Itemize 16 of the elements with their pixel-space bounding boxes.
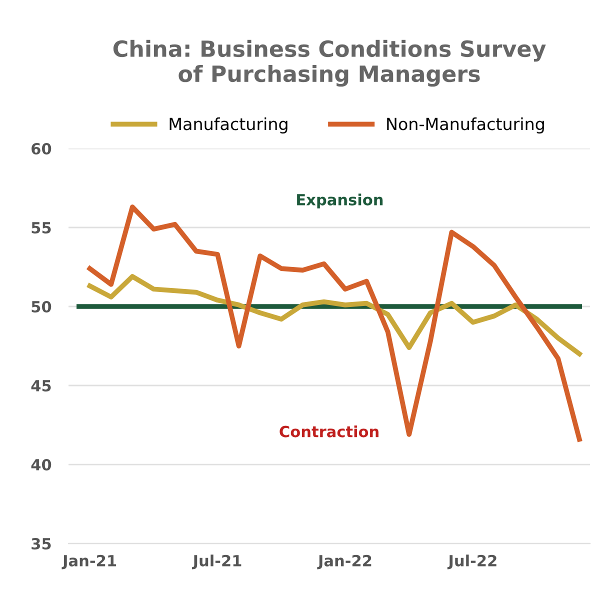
line-series [87, 274, 582, 356]
legend-label: Non-Manufacturing [387, 117, 544, 134]
y-tick-label: 60 [32, 142, 52, 155]
x-tick-label: Jan-22 [317, 554, 372, 570]
legend-label: Manufacturing [170, 117, 288, 134]
y-tick-label: 50 [32, 300, 52, 313]
y-tick-label: 45 [31, 380, 51, 392]
annotation: Contraction [280, 426, 378, 438]
x-tick-label: Jul-21 [192, 554, 242, 570]
x-tick-label: Jul-22 [447, 554, 496, 570]
x-tick-label: Jan-21 [62, 554, 116, 570]
annotation: Expansion [297, 194, 383, 208]
chart-title: China: Business Conditions Survey of Purchasing Managers [113, 40, 546, 87]
y-tick-label: 55 [32, 222, 51, 234]
y-tick-label: 40 [31, 458, 52, 471]
y-tick-label: 35 [32, 538, 51, 550]
